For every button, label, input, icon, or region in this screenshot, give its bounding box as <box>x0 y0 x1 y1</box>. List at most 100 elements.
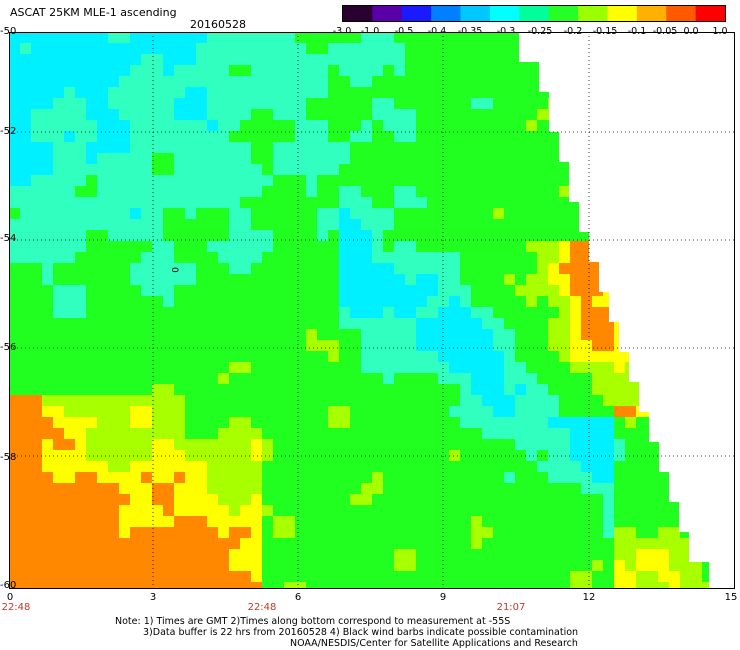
map-cell <box>460 142 472 154</box>
map-cell <box>449 164 461 176</box>
map-cell <box>427 362 439 374</box>
map-cell <box>372 582 384 589</box>
map-cell <box>163 417 175 429</box>
map-cell <box>658 318 670 330</box>
map-cell <box>284 373 296 385</box>
map-cell <box>614 219 626 231</box>
map-cell <box>394 219 406 231</box>
map-cell <box>284 483 296 495</box>
map-cell <box>361 296 373 308</box>
map-cell <box>229 186 241 198</box>
map-cell <box>493 406 505 418</box>
map-cell <box>504 582 516 589</box>
map-cell <box>251 175 263 187</box>
map-cell <box>174 362 186 374</box>
map-cell <box>295 461 307 473</box>
map-cell <box>724 417 735 429</box>
lat-label: -56 <box>0 342 17 353</box>
map-cell <box>537 153 549 165</box>
map-cell <box>251 296 263 308</box>
map-cell <box>119 527 131 539</box>
map-cell <box>350 362 362 374</box>
map-cell <box>339 241 351 253</box>
map-cell <box>185 197 197 209</box>
map-cell <box>647 208 659 220</box>
map-cell <box>185 373 197 385</box>
map-cell <box>713 340 725 352</box>
map-cell <box>251 318 263 330</box>
map-cell <box>680 351 692 363</box>
map-cell <box>185 516 197 528</box>
map-cell <box>658 340 670 352</box>
map-cell <box>504 98 516 110</box>
map-cell <box>284 109 296 121</box>
map-cell <box>53 516 65 528</box>
map-cell <box>636 560 648 572</box>
map-cell <box>350 307 362 319</box>
map-cell <box>603 461 615 473</box>
map-cell <box>31 285 43 297</box>
map-cell <box>284 131 296 143</box>
map-cell <box>603 505 615 517</box>
map-cell <box>174 164 186 176</box>
map-cell <box>273 494 285 506</box>
map-cell <box>427 197 439 209</box>
map-cell <box>196 186 208 198</box>
map-cell <box>361 395 373 407</box>
map-cell <box>119 175 131 187</box>
map-cell <box>460 164 472 176</box>
map-cell <box>713 351 725 363</box>
map-cell <box>229 417 241 429</box>
map-cell <box>471 461 483 473</box>
map-cell <box>680 395 692 407</box>
map-cell <box>295 538 307 550</box>
map-cell <box>295 120 307 132</box>
map-cell <box>592 461 604 473</box>
map-cell <box>163 329 175 341</box>
map-cell <box>64 494 76 506</box>
map-cell <box>317 450 329 462</box>
map-cell <box>53 87 65 99</box>
map-cell <box>75 571 87 583</box>
map-cell <box>427 285 439 297</box>
map-cell <box>350 219 362 231</box>
map-cell <box>691 32 703 44</box>
map-cell <box>526 307 538 319</box>
map-cell <box>42 582 54 589</box>
map-cell <box>152 373 164 385</box>
map-cell <box>526 505 538 517</box>
colorbar-swatch <box>578 6 608 21</box>
map-cell <box>680 494 692 506</box>
map-cell <box>471 241 483 253</box>
map-cell <box>9 252 21 264</box>
map-cell <box>603 483 615 495</box>
map-cell <box>592 54 604 66</box>
map-cell <box>152 571 164 583</box>
map-cell <box>405 252 417 264</box>
map-cell <box>471 571 483 583</box>
map-cell <box>416 76 428 88</box>
map-cell <box>75 175 87 187</box>
map-cell <box>570 505 582 517</box>
map-cell <box>130 285 142 297</box>
map-cell <box>482 197 494 209</box>
map-cell <box>20 483 32 495</box>
map-cell <box>174 109 186 121</box>
colorbar-label: -0.1 <box>627 26 647 37</box>
map-cell <box>20 505 32 517</box>
map-cell <box>229 76 241 88</box>
map-cell <box>284 296 296 308</box>
map-cell <box>449 494 461 506</box>
map-cell <box>614 417 626 429</box>
map-cell <box>471 197 483 209</box>
map-cell <box>251 109 263 121</box>
map-cell <box>229 351 241 363</box>
map-cell <box>449 131 461 143</box>
map-cell <box>702 373 709 385</box>
map-cell <box>394 406 406 418</box>
map-cell <box>449 120 461 132</box>
map-cell <box>581 153 593 165</box>
map-cell <box>141 98 153 110</box>
map-cell <box>614 582 626 589</box>
map-cell <box>251 406 263 418</box>
